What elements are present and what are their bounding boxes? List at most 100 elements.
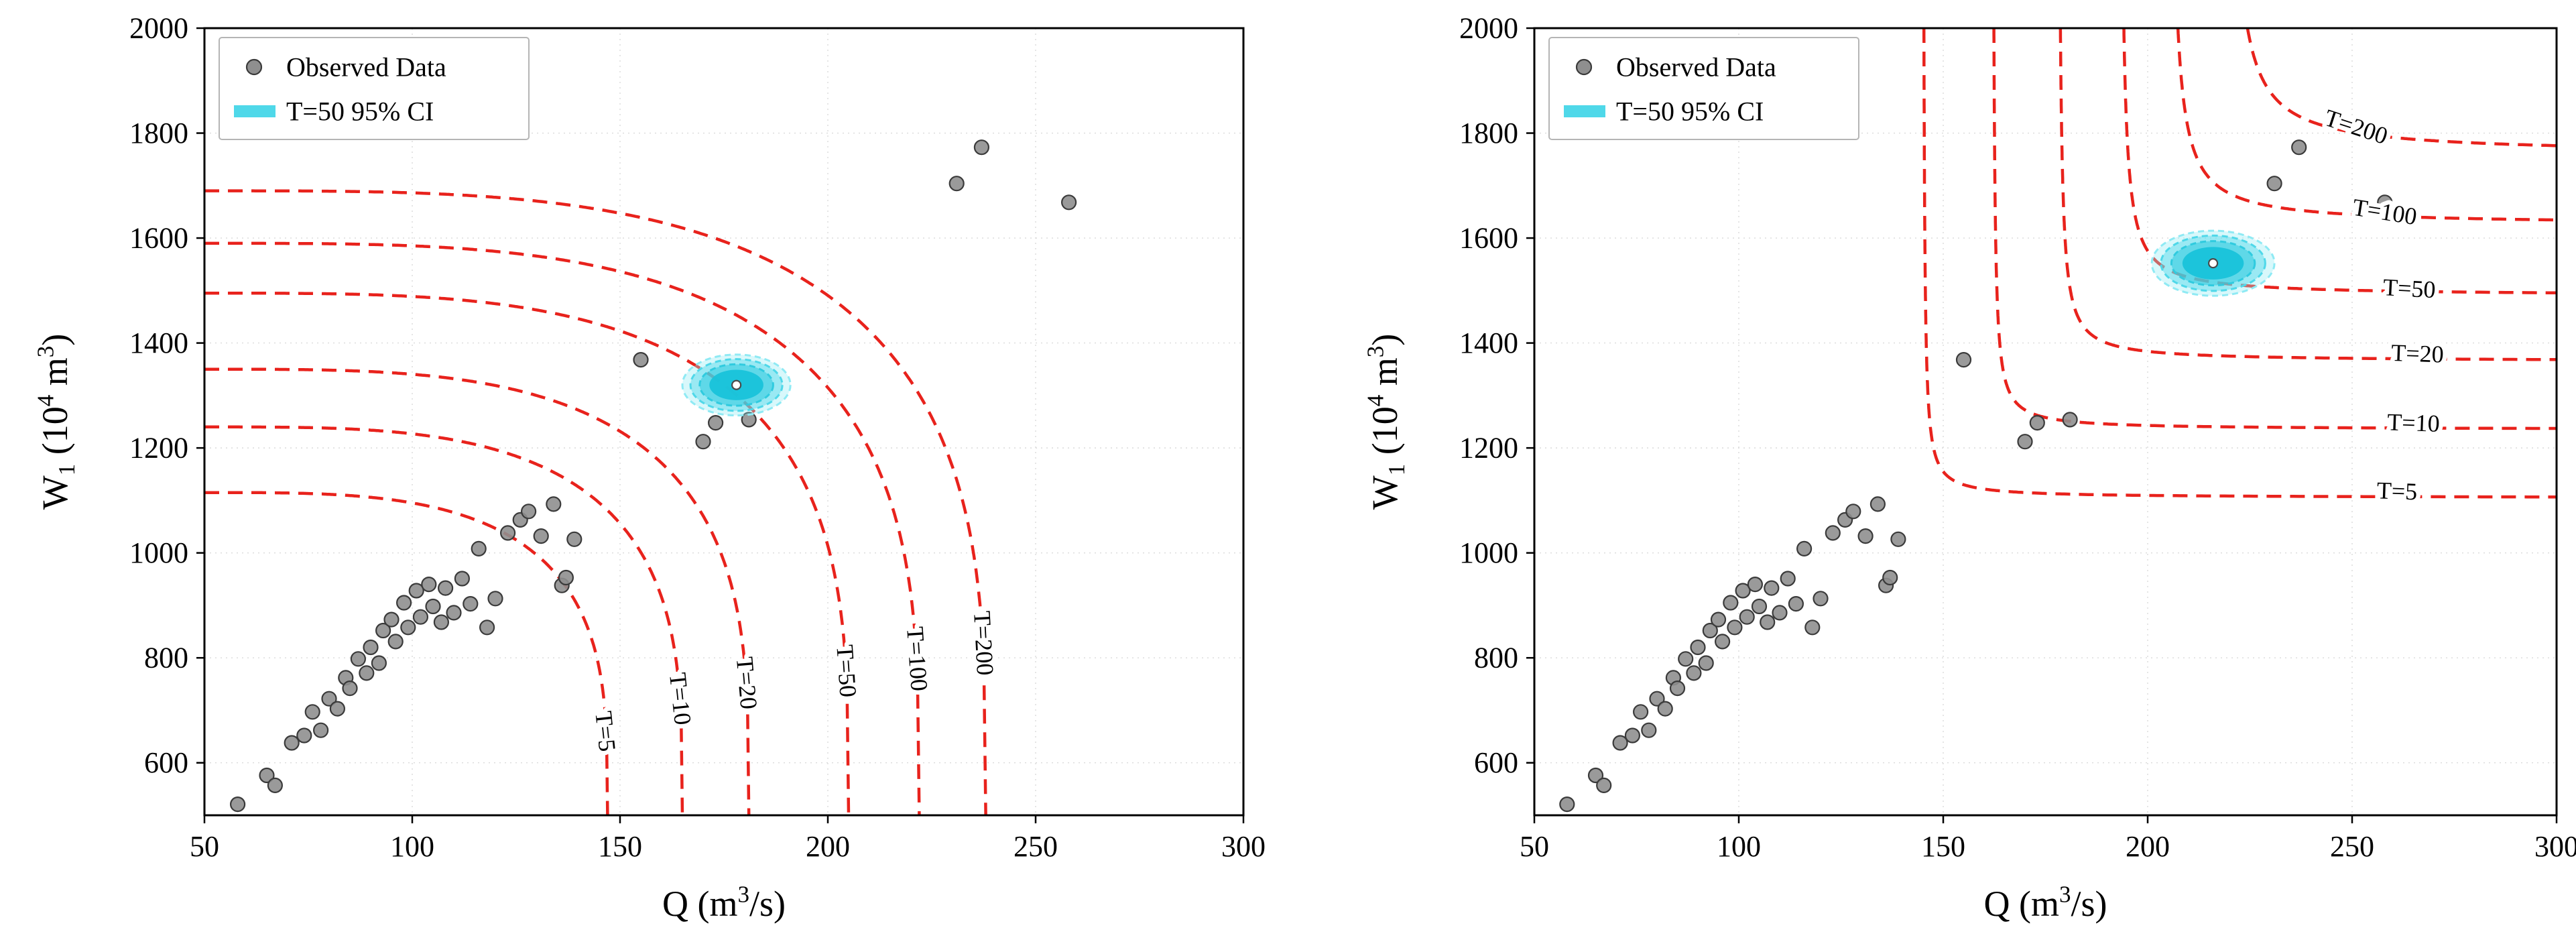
return-period-contours: [204, 189, 987, 815]
legend-box: [1548, 37, 1859, 140]
scatter-point: [267, 777, 283, 794]
scatter-point: [350, 651, 367, 667]
contour-line-T50: [2122, 28, 2557, 295]
scatter-point: [296, 727, 312, 744]
contour-line-T5: [204, 491, 609, 815]
scatter-point: [1632, 704, 1649, 720]
scatter-point: [2377, 194, 2393, 211]
ci-center-point: [2207, 258, 2219, 269]
x-tick-label: 50: [1520, 830, 1549, 863]
scatter-point: [1890, 531, 1906, 547]
scatter-point: [566, 531, 582, 547]
x-tick-label: 300: [2534, 830, 2576, 863]
contour-line-T50: [204, 291, 851, 815]
left-chart: T=5 T=10 T=20 T=50 T=100 T=200 50 100 150 200 250 3…: [33, 12, 1266, 925]
scatter-point: [1587, 767, 1604, 784]
scatter-point: [1641, 722, 1657, 738]
scatter-point: [546, 496, 562, 512]
scatter-point: [463, 595, 479, 612]
scatter-point: [304, 704, 320, 720]
y-tick-label: 2000: [1459, 12, 1518, 45]
scatter-point: [471, 540, 487, 557]
scatter-point: [408, 583, 424, 599]
legend-label-observed: Observed Data: [1616, 52, 1776, 82]
scatter-point: [1751, 598, 1768, 615]
contour-label-T10: T=10: [2387, 408, 2441, 437]
scatter-point: [707, 414, 724, 431]
scatter-point: [973, 139, 990, 156]
contour-line-T10: [1992, 28, 2557, 430]
scatter-point: [437, 580, 454, 596]
contour-label-T5: T=5: [2376, 477, 2418, 505]
scatter-point: [363, 639, 379, 656]
scatter-point: [1796, 540, 1813, 557]
contour-label-T20: T=20: [2391, 339, 2445, 368]
scatter-point: [487, 591, 503, 607]
y-tick-label: 1400: [1459, 327, 1518, 359]
scatter-point: [1788, 595, 1804, 612]
x-tick-label: 150: [1921, 830, 1965, 863]
y-tick-label: 1000: [1459, 536, 1518, 569]
scatter-point: [2029, 414, 2045, 431]
scatter-point: [1686, 665, 1702, 681]
x-tick-label: 50: [190, 830, 219, 863]
scatter-point: [375, 622, 391, 639]
scatter-point: [1955, 351, 1972, 368]
contour-label-T50: T=50: [2382, 274, 2436, 303]
ci-ellipse: [2150, 229, 2276, 297]
y-tick-label: 1600: [1459, 222, 1518, 255]
scatter-point: [342, 680, 358, 697]
contour-label-T10: T=10: [664, 671, 696, 726]
y-tick-label: 600: [1474, 746, 1518, 779]
axes-spines: [203, 27, 1245, 817]
y-tick-label: 1800: [129, 117, 188, 150]
legend-marker-observed: [245, 58, 263, 76]
scatter-point: [1845, 504, 1861, 520]
scatter-point: [425, 598, 441, 615]
panel-right: T=5 T=10 T=20 T=50 T=100 T=200 50 100 150 200 250 3…: [1288, 0, 2576, 944]
x-tick-label: 200: [2126, 830, 2170, 863]
scatter-point: [1857, 528, 1874, 544]
scatter-point: [400, 620, 416, 636]
axis-ticks: 50 100 150 200 250 300 600 800 1000 1200 1400 1600 1…: [129, 12, 1266, 864]
scatter-point: [1714, 634, 1731, 650]
scatter-point: [1772, 605, 1788, 621]
legend-label-observed: Observed Data: [286, 52, 446, 82]
scatter-point: [371, 655, 387, 671]
scatter-point: [1657, 701, 1673, 717]
scatter-point: [1624, 727, 1641, 744]
scatter-point: [329, 701, 345, 717]
scatter-point: [421, 576, 437, 593]
x-tick-label: 300: [1221, 830, 1266, 863]
scatter-point: [1760, 614, 1776, 630]
scatter-point: [1739, 609, 1755, 625]
plot-area: [1534, 28, 2557, 815]
scatter-point: [533, 528, 549, 544]
scatter-point: [2062, 412, 2078, 428]
scatter-point: [284, 735, 300, 751]
scatter-point: [2266, 176, 2282, 192]
scatter-point: [1678, 651, 1694, 667]
contour-line-T100: [204, 241, 921, 815]
scatter-point: [1596, 777, 1612, 794]
scatter-point: [1869, 496, 1886, 512]
contour-line-T200: [204, 189, 987, 815]
legend-box: [219, 37, 530, 140]
scatter-point: [1882, 569, 1898, 586]
x-tick-label: 200: [806, 830, 850, 863]
scatter-point: [520, 504, 537, 520]
axis-ticks: 50 100 150 200 250 300 600 800 1000 1200 1400 1600 1…: [1459, 12, 2576, 864]
x-tick-label: 150: [598, 830, 642, 863]
y-tick-label: 1200: [1459, 432, 1518, 465]
x-tick-label: 250: [1014, 830, 1058, 863]
scatter-point: [948, 176, 965, 192]
y-axis-title: W1 (104 m3): [1363, 334, 1410, 510]
scatter-point: [412, 609, 429, 625]
x-axis-title: Q (m3/s): [662, 882, 786, 925]
scatter-point: [1702, 622, 1718, 639]
scatter-point: [558, 569, 574, 586]
legend-swatch-ci: [1564, 105, 1605, 117]
contour-line-T10: [204, 425, 684, 815]
y-tick-label: 1400: [129, 327, 188, 359]
scatter-point: [321, 691, 337, 707]
